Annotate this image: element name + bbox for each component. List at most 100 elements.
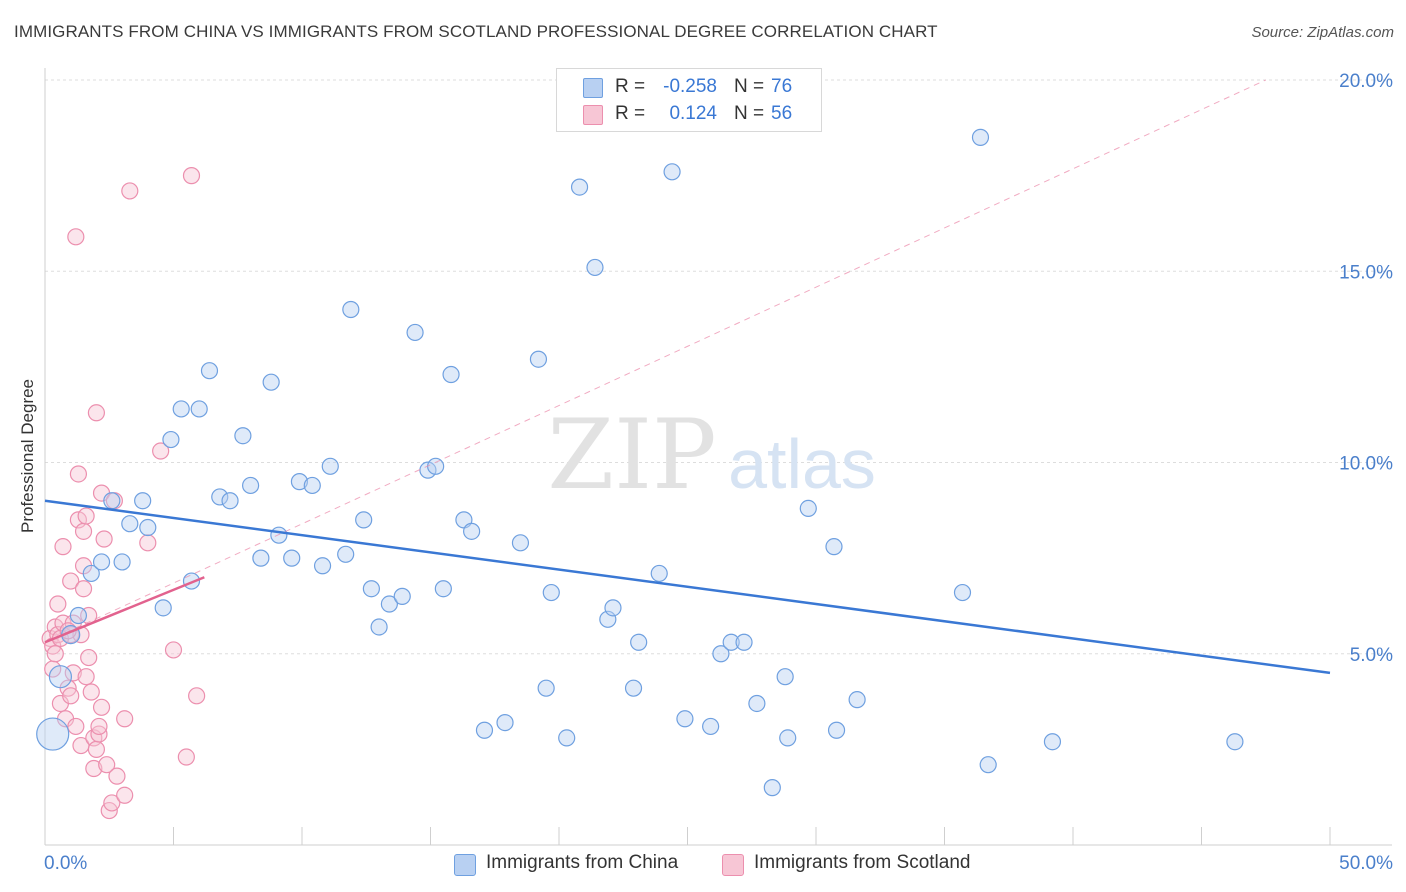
china-points: [36, 128, 1244, 797]
china-point: [139, 518, 157, 537]
china-point: [321, 457, 339, 475]
tick-labels: 5.0% 10.0% 15.0% 20.0% 0.0% 50.0%: [44, 71, 1393, 874]
scotland-point: [67, 228, 85, 246]
n-value-china: 76: [771, 76, 793, 97]
china-point: [69, 606, 88, 625]
china-point: [427, 457, 445, 475]
scotland-point: [49, 595, 67, 613]
chart-title: IMMIGRANTS FROM CHINA VS IMMIGRANTS FROM…: [14, 22, 938, 41]
china-point: [799, 499, 817, 517]
scotland-point: [177, 748, 195, 766]
china-point: [355, 511, 373, 529]
china-point: [221, 492, 239, 510]
china-point: [434, 580, 452, 598]
china-point: [290, 473, 309, 491]
china-point: [763, 779, 781, 797]
china-point: [134, 492, 152, 510]
watermark-zip: ZIP: [547, 399, 716, 511]
china-point: [48, 665, 73, 689]
china-point: [848, 691, 866, 709]
legend-item-china[interactable]: Immigrants from China: [454, 852, 704, 876]
china-point: [262, 373, 280, 391]
scotland-point: [69, 465, 88, 483]
china-trend-line: [44, 499, 1331, 675]
scotland-point: [64, 664, 82, 682]
china-point: [779, 729, 797, 747]
china-point: [234, 427, 252, 445]
r-value-china: -0.258: [663, 76, 717, 97]
china-point: [342, 300, 360, 319]
china-point: [82, 564, 100, 583]
china-point: [211, 488, 229, 506]
scotland-trend-extended: [44, 79, 1266, 643]
scotland-point: [62, 687, 80, 705]
source-label: Source: ZipAtlas.com: [1251, 24, 1394, 41]
china-point: [558, 729, 576, 747]
axes: [44, 68, 1392, 846]
scotland-point: [98, 756, 116, 774]
trend-lines: [44, 79, 1331, 675]
scotland-point: [46, 645, 64, 663]
r-label: R =: [615, 103, 646, 124]
scotland-point: [95, 530, 113, 548]
china-point: [586, 258, 604, 277]
china-point: [242, 476, 260, 495]
china-swatch: [583, 78, 603, 98]
china-point: [380, 595, 398, 613]
scotland-point: [121, 182, 139, 200]
china-point: [529, 350, 548, 368]
scotland-point: [90, 717, 108, 736]
scotland-point: [74, 522, 93, 540]
stats-box: R = -0.258 N = 76 R = 0.124 N = 56: [556, 68, 822, 132]
china-point: [36, 717, 70, 751]
scotland-point: [164, 641, 183, 659]
china-point: [121, 515, 139, 533]
x-tick-label: 0.0%: [44, 853, 87, 874]
scotland-point: [77, 668, 95, 686]
scotland-point: [82, 683, 100, 701]
china-point: [113, 553, 131, 571]
scotland-point: [54, 538, 72, 556]
legend-label-scotland: Immigrants from Scotland: [754, 852, 971, 873]
china-point: [154, 599, 172, 617]
legend-item-scotland[interactable]: Immigrants from Scotland: [722, 852, 1002, 876]
china-point: [1043, 733, 1062, 751]
scotland-point: [152, 442, 170, 460]
n-label: N =: [734, 103, 765, 124]
legend-swatch-scotland: [722, 854, 744, 876]
stats-row-china: R = -0.258 N = 76: [557, 74, 821, 100]
y-tick-label: 15.0%: [1339, 262, 1393, 283]
china-point: [825, 538, 843, 556]
china-point: [712, 645, 730, 663]
china-point: [663, 163, 681, 181]
scotland-swatch: [583, 105, 603, 125]
legend-label-china: Immigrants from China: [486, 852, 679, 873]
scotland-point: [80, 648, 98, 667]
china-point: [542, 583, 560, 602]
scotland-point: [77, 507, 95, 525]
scotland-point: [116, 710, 134, 728]
scotland-point: [67, 717, 85, 736]
scotland-point: [108, 767, 126, 785]
scotland-points: [41, 167, 206, 820]
china-point: [624, 679, 643, 697]
china-point: [604, 599, 622, 617]
china-point: [362, 580, 380, 598]
y-tick-label: 20.0%: [1339, 71, 1393, 92]
scotland-point: [92, 698, 111, 716]
china-point: [570, 178, 589, 196]
china-point: [971, 128, 990, 146]
china-point: [252, 549, 270, 567]
scotland-point: [182, 167, 201, 185]
scotland-point: [116, 786, 134, 804]
china-point: [827, 721, 846, 739]
china-point: [313, 557, 332, 575]
china-point: [676, 710, 694, 728]
china-point: [702, 717, 720, 736]
china-point: [953, 583, 972, 602]
china-point: [337, 545, 355, 563]
china-point: [463, 522, 481, 540]
watermark-atlas: atlas: [728, 425, 876, 503]
china-point: [103, 492, 121, 510]
